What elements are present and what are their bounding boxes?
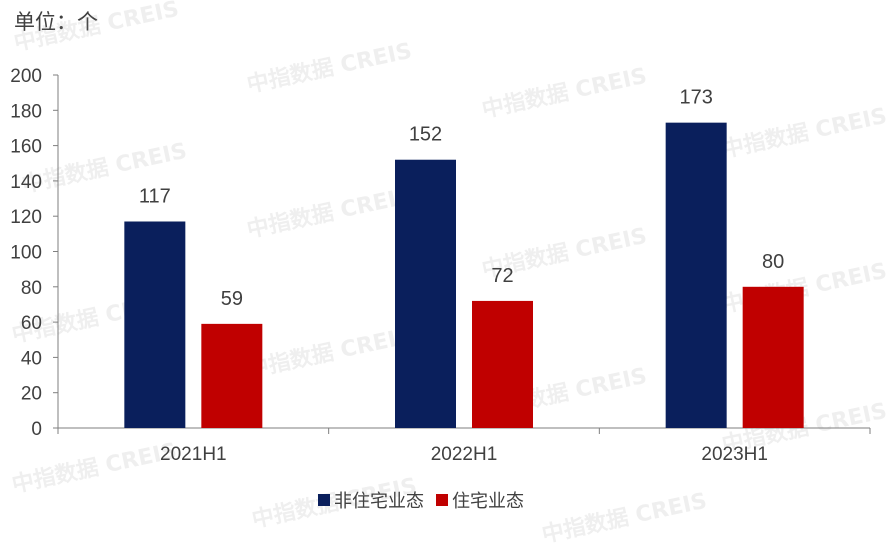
chart-root: 单位：个 中指数据 CREIS 中指数据 CREIS 中指数据 CREIS 中指数据 … bbox=[10, 0, 889, 548]
y-tick-label: 60 bbox=[21, 313, 42, 334]
legend-item-non-residential: 非住宅业态 bbox=[318, 487, 424, 513]
bar-residential bbox=[742, 286, 804, 428]
data-label-non-residential: 152 bbox=[409, 124, 442, 146]
data-label-non-residential: 173 bbox=[679, 87, 712, 109]
legend-label-residential: 住宅业态 bbox=[452, 491, 524, 512]
x-tick-label: 2022H1 bbox=[431, 444, 498, 465]
bar-chart: 0 20 40 60 80 100 120 140 160 180 200 2021H1 117 59 20… bbox=[10, 66, 871, 465]
y-tick-label: 40 bbox=[21, 348, 42, 369]
legend: 非住宅业态 住宅业态 bbox=[318, 487, 536, 513]
data-label-non-residential: 117 bbox=[139, 185, 171, 207]
y-tick-label: 100 bbox=[10, 243, 42, 264]
y-tick-label: 200 bbox=[10, 66, 42, 87]
data-label-residential: 59 bbox=[221, 288, 243, 310]
legend-swatch-residential bbox=[436, 494, 448, 506]
bar-residential bbox=[472, 300, 533, 428]
x-tick-label: 2023H1 bbox=[701, 444, 768, 465]
data-label-residential: 80 bbox=[762, 251, 784, 273]
bar-non-residential bbox=[124, 221, 186, 428]
legend-label-non-residential: 非住宅业态 bbox=[334, 491, 424, 512]
bar-non-residential bbox=[665, 122, 727, 428]
legend-item-residential: 住宅业态 bbox=[436, 487, 524, 513]
y-tick-label: 180 bbox=[10, 101, 42, 122]
data-label-residential: 72 bbox=[491, 265, 513, 287]
unit-label: 单位：个 bbox=[14, 10, 98, 34]
y-tick-label: 140 bbox=[10, 172, 42, 193]
y-tick-label: 80 bbox=[21, 278, 42, 299]
bar-non-residential bbox=[395, 159, 456, 428]
y-tick-label: 120 bbox=[10, 207, 42, 228]
x-tick-label: 2021H1 bbox=[160, 444, 227, 465]
bar-residential bbox=[201, 323, 263, 428]
y-tick-label: 160 bbox=[10, 137, 42, 158]
y-tick-label: 0 bbox=[31, 419, 42, 440]
y-tick-label: 20 bbox=[21, 384, 42, 405]
legend-swatch-non-residential bbox=[318, 494, 330, 506]
